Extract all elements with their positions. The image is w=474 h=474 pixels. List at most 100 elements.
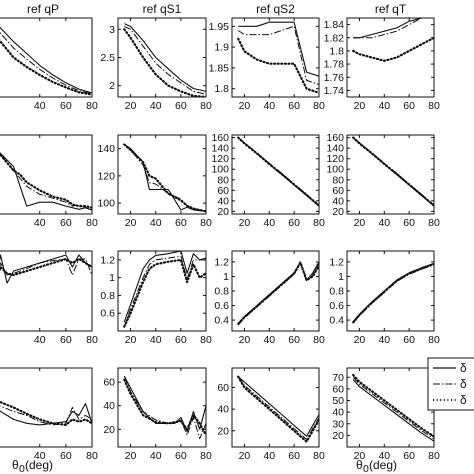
y-tick-label: 40 (217, 404, 229, 416)
series-line-solid (237, 376, 319, 437)
y-tick-label: 20 (332, 430, 344, 442)
chart-panel-4: 20 40 60 80 1.741.761.78 1.81.821.84 ref qT (324, 2, 440, 112)
chart-panel-6: 20 40 60 80 100 120 140 (97, 134, 212, 229)
legend-entry-3: δ (460, 393, 467, 407)
y-tick-label: 30 (332, 418, 344, 430)
series-line-solid (124, 144, 206, 212)
series-line-dashdot (0, 153, 92, 211)
y-tick-label: 1.85 (209, 62, 230, 74)
x-tick-label: 40 (378, 100, 390, 112)
y-tick-label: 80 (332, 174, 344, 186)
x-tick-label: 20 (354, 450, 366, 462)
series-line-dashdot (237, 25, 319, 85)
y-tick-label: 160 (211, 132, 229, 144)
x-tick-label: 20 (354, 217, 366, 229)
series-line-dotted (237, 261, 319, 325)
y-tick-label: 70 (332, 372, 344, 384)
y-tick-label: 0.6 (214, 300, 229, 312)
x-tick-label: 80 (428, 100, 440, 112)
chart-panel-2: 20 40 60 80 2 2.5 3 ref qS1 (100, 2, 212, 112)
x-tick-label: 60 (288, 334, 300, 346)
x-tick-label: 40 (34, 217, 46, 229)
chart-panel-5: 40 60 80 (0, 134, 98, 229)
y-tick-label: 1.95 (209, 21, 230, 33)
series-line-dotted (123, 378, 206, 437)
plot-frame (346, 250, 435, 332)
y-tick-label: 40 (332, 407, 344, 419)
x-tick-label: 80 (313, 217, 325, 229)
y-tick-label: 60 (332, 383, 344, 395)
chart-panel-15: 20 40 60 80 20 40 60 (217, 367, 325, 462)
plot-frame (346, 367, 435, 448)
y-tick-label: 1.82 (324, 32, 345, 44)
series-line-solid (238, 21, 319, 77)
chart-panel-13: 40 60 80 (0, 367, 98, 462)
series-line-dashdot (237, 376, 319, 440)
x-axis-label-subscript: 0 (363, 463, 369, 474)
series-line-solid (0, 254, 92, 284)
y-tick-label: 0.6 (100, 308, 115, 320)
x-tick-label: 80 (428, 217, 440, 229)
x-tick-label: 60 (175, 100, 187, 112)
y-tick-label: 0.8 (329, 286, 344, 298)
plot-frame (0, 134, 93, 215)
x-tick-label: 80 (200, 450, 212, 462)
y-tick-label: 100 (211, 164, 229, 176)
x-tick-label: 60 (403, 100, 415, 112)
series-line-solid (123, 251, 206, 323)
y-tick-label: 40 (103, 400, 115, 412)
x-tick-label: 40 (378, 334, 390, 346)
y-tick-label: 60 (217, 382, 229, 394)
x-tick-label: 20 (239, 217, 251, 229)
series-line-dotted (352, 263, 434, 324)
x-tick-label: 60 (288, 450, 300, 462)
y-tick-label: 20 (103, 424, 115, 436)
plot-frame (0, 250, 93, 332)
y-tick-label: 40 (332, 195, 344, 207)
y-tick-label: 160 (326, 132, 344, 144)
x-tick-label: 40 (263, 217, 275, 229)
y-tick-label: 50 (332, 395, 344, 407)
x-tick-label: 20 (125, 334, 137, 346)
x-tick-label: 80 (86, 334, 98, 346)
x-tick-label: 80 (313, 450, 325, 462)
x-tick-label: 60 (60, 334, 72, 346)
x-tick-label: 20 (354, 334, 366, 346)
series-line-solid (0, 26, 92, 94)
x-tick-label: 60 (175, 450, 187, 462)
y-tick-label: 1.2 (214, 256, 229, 268)
x-tick-label: 80 (200, 334, 212, 346)
x-axis-label-subscript: 0 (19, 463, 25, 474)
y-tick-label: 100 (326, 164, 344, 176)
y-tick-label: 1.84 (324, 19, 345, 31)
x-tick-label: 80 (200, 217, 212, 229)
y-tick-label: 140 (211, 143, 229, 155)
chart-panel-9: 40 60 80 (0, 250, 98, 346)
y-tick-label: 2 (109, 80, 115, 92)
y-tick-label: 0.8 (100, 290, 115, 302)
y-tick-label: 0.8 (214, 286, 229, 298)
y-tick-label: 1.8 (214, 83, 229, 95)
x-tick-label: 40 (263, 450, 275, 462)
panel-title: ref qP (27, 2, 59, 16)
x-tick-label: 60 (403, 450, 415, 462)
y-tick-label: 60 (332, 185, 344, 197)
y-tick-label: 1.76 (324, 72, 345, 84)
y-tick-label: 0.4 (214, 315, 229, 327)
x-tick-label: 40 (150, 100, 162, 112)
plot-frame (346, 17, 435, 98)
y-tick-label: 0.4 (329, 315, 344, 327)
x-tick-label: 40 (378, 450, 390, 462)
series-line-dotted (237, 375, 319, 443)
x-tick-label: 60 (60, 450, 72, 462)
series-line-dotted (237, 136, 319, 207)
x-tick-label: 80 (86, 217, 98, 229)
y-tick-label: 1.74 (324, 85, 345, 97)
chart-panel-3: 20 40 60 80 1.8 1.85 1.9 1.95 ref qS2 (209, 2, 325, 112)
y-tick-label: 140 (326, 143, 344, 155)
x-tick-label: 40 (150, 334, 162, 346)
series-line-solid (124, 23, 206, 92)
series-line-dotted (0, 257, 92, 277)
